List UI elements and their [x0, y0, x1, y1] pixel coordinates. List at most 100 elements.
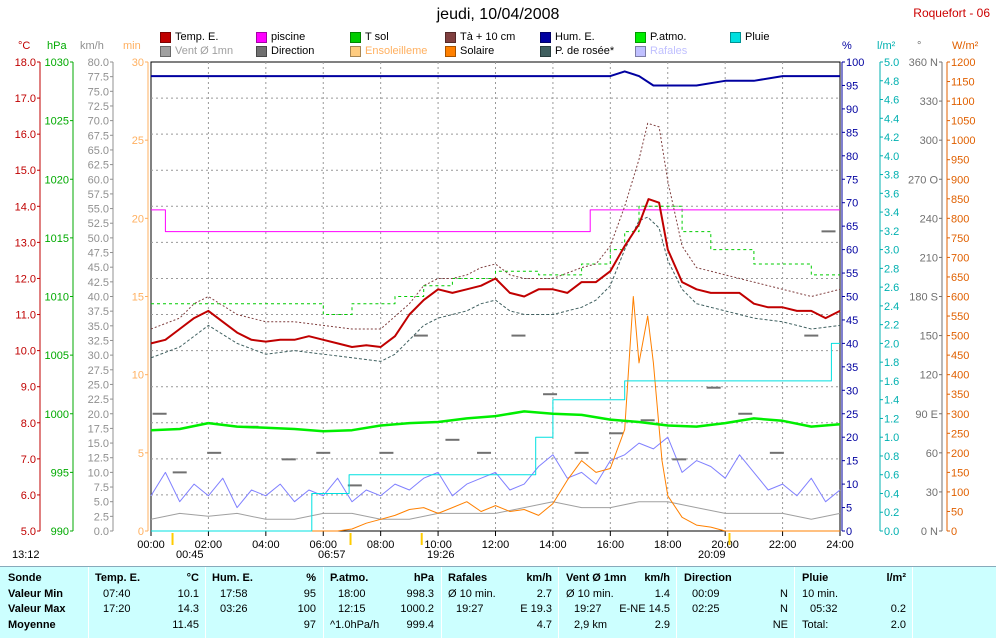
column-divider [912, 567, 913, 638]
legend-swatch [540, 45, 551, 57]
axis-unit-rain: l/m² [877, 40, 896, 52]
legend-item: Tà + 10 cm [445, 31, 515, 43]
legend-swatch [256, 31, 267, 43]
solar-axis-tick-label: 1050 [951, 116, 975, 128]
humidity-axis-tick-label: 100 [846, 57, 864, 69]
summary-col-pluie: Pluie l/m² 10 min. 05:32 0.2 Total: 2.0 [802, 571, 906, 633]
direction-axis-tick-label: 210 [920, 252, 938, 264]
x-tick-label: 02:00 [195, 539, 223, 551]
solar-axis-tick-label: 650 [951, 272, 969, 284]
rain-axis-tick-label: 3.0 [884, 245, 899, 257]
rain-axis-tick-label: 2.4 [884, 301, 899, 313]
station-name: Roquefort - 06 [913, 6, 990, 20]
time-value: 17:20 [103, 603, 131, 615]
chart-title: jeudi, 10/04/2008 [436, 6, 560, 23]
legend-item: piscine [256, 31, 305, 43]
sun-axis-tick-label: 25 [132, 135, 144, 147]
solar-axis-tick-label: 500 [951, 331, 969, 343]
direction-axis-tick-label: 60 [926, 448, 938, 460]
temp-axis-tick-label: 5.0 [21, 526, 36, 538]
wind-axis-tick-label: 5.0 [94, 497, 109, 509]
solar-axis-tick-label: 100 [951, 487, 969, 499]
solar-axis-tick-label: 450 [951, 350, 969, 362]
x-tick-label: 24:00 [826, 539, 854, 551]
col-unit: °C [186, 572, 199, 584]
time-marker-label: 19:26 [427, 549, 455, 561]
measure-value: N [780, 587, 788, 600]
legend-swatch [540, 31, 551, 43]
humidity-axis-tick-label: 60 [846, 245, 858, 257]
direction-axis-tick-label: 150 [920, 331, 938, 343]
sun-axis-tick-label: 20 [132, 213, 144, 225]
measure-value: 1.4 [654, 587, 670, 600]
legend-item: Temp. E. [160, 31, 218, 43]
row-label-min: Valeur Min [8, 587, 64, 600]
humidity-series [151, 70, 840, 87]
rain-axis-tick-label: 3.4 [884, 207, 899, 219]
col-title: Temp. E. [95, 572, 141, 584]
total-label: Total: [802, 618, 829, 631]
wind-axis-tick-label: 32.5 [88, 335, 109, 347]
direction-axis-tick-label: 0 N [921, 526, 938, 538]
pressure-axis-tick-label: 1020 [45, 174, 69, 186]
rain-axis-tick-label: 0.6 [884, 470, 899, 482]
legend-swatch [445, 45, 456, 57]
rain-axis-tick-label: 1.2 [884, 413, 899, 425]
solar-axis-tick-label: 700 [951, 252, 969, 264]
wind-axis-tick-label: 20.0 [88, 409, 109, 421]
wind-axis-tick-label: 77.5 [88, 72, 109, 84]
humidity-axis-tick-label: 50 [846, 292, 858, 304]
wind-axis-tick-label: 55.0 [88, 204, 109, 216]
time-value: 18:00 [338, 587, 366, 600]
rain-axis-tick-label: 4.8 [884, 76, 899, 88]
rain-axis-tick-label: 0.0 [884, 526, 899, 538]
x-tick-label: 20:00 [711, 539, 739, 551]
time-value: 05:32 [810, 603, 838, 615]
column-divider [794, 567, 795, 638]
temp-axis-tick-label: 17.0 [15, 93, 36, 105]
measure-value: 1000.2 [400, 603, 434, 615]
summary-col-rafales: Rafales km/h Ø 10 min. 2.7 19:27 E 19.3 4.7 [448, 571, 552, 633]
wind-axis-tick-label: 47.5 [88, 248, 109, 260]
pressure-series [150, 410, 841, 433]
legend-item: P.atmo. [635, 31, 687, 43]
direction-axis-tick-label: 120 [920, 370, 938, 382]
sun-axis-tick-label: 10 [132, 370, 144, 382]
legend-item: T sol [350, 31, 389, 43]
legend-label: Pluie [745, 31, 770, 43]
rain-axis-tick-label: 3.6 [884, 188, 899, 200]
humidity-axis-tick-label: 5 [846, 503, 852, 515]
rain-axis-tick-label: 1.8 [884, 357, 899, 369]
legend-swatch [635, 31, 646, 43]
wind-axis-tick-label: 65.0 [88, 145, 109, 157]
measure-value: N [780, 603, 788, 615]
legend-label: Ensoleilleme [365, 45, 428, 57]
measure-value: 11.45 [172, 618, 199, 631]
sun-axis-tick-label: 15 [132, 292, 144, 304]
wind-axis-tick-label: 12.5 [88, 453, 109, 465]
solar-axis-tick-label: 1000 [951, 135, 975, 147]
legend-swatch [160, 31, 171, 43]
x-tick-label: 16:00 [597, 539, 625, 551]
direction-axis-tick-label: 180 S [909, 292, 938, 304]
pressure-axis-tick-label: 1010 [45, 292, 69, 304]
legend-label: Tà + 10 cm [460, 31, 516, 43]
time-marker-label: 00:45 [176, 549, 204, 561]
humidity-axis-tick-label: 55 [846, 268, 858, 280]
wind-axis-tick-label: 25.0 [88, 379, 109, 391]
legend-swatch [635, 45, 646, 57]
temp-axis-tick-label: 7.0 [21, 454, 36, 466]
wind-axis-tick-label: 40.0 [88, 292, 109, 304]
rain-axis-tick-label: 3.8 [884, 170, 899, 182]
solar-axis-tick-label: 550 [951, 311, 969, 323]
humidity-axis-tick-label: 10 [846, 479, 858, 491]
solar-axis-tick-label: 200 [951, 448, 969, 460]
legend-label: piscine [271, 31, 306, 43]
x-tick-label: 14:00 [539, 539, 567, 551]
solar-axis-tick-label: 850 [951, 194, 969, 206]
col-unit: % [306, 572, 316, 584]
legend-item: P. de rosée* [540, 45, 614, 57]
x-tick-label: 00:00 [137, 539, 165, 551]
column-divider [205, 567, 206, 638]
time-value: 07:40 [103, 587, 131, 600]
